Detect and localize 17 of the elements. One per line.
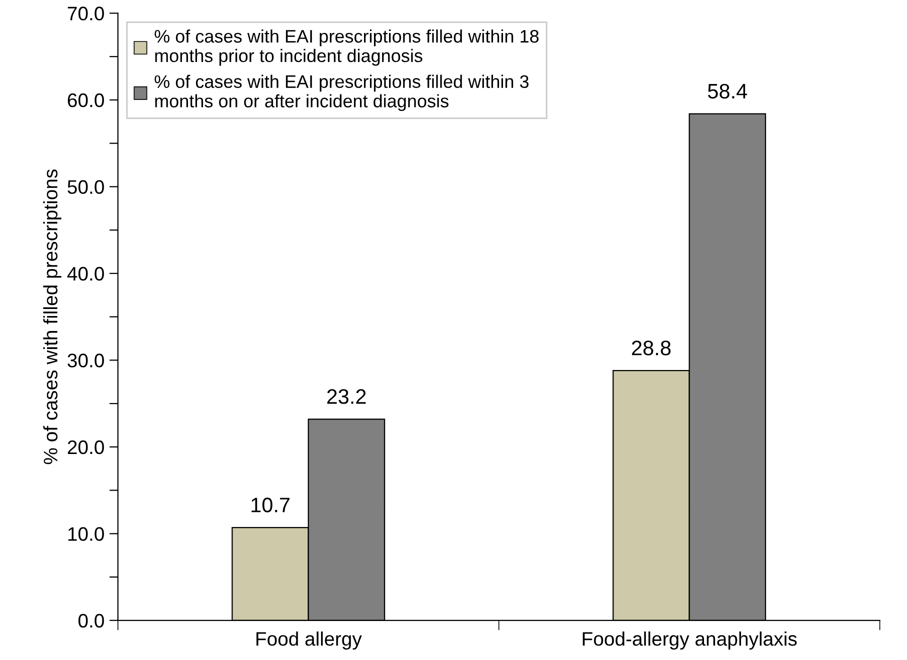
y-axis-title: % of cases with filled prescriptions [43, 169, 62, 464]
y-tick-label: 10.0 [68, 527, 104, 541]
y-tick-label: 30.0 [68, 354, 104, 368]
y-tick-label: 50.0 [68, 180, 104, 194]
legend-label: % of cases with EAI prescriptions filled within 18 months prior to incident diagnosis [154, 29, 539, 66]
data-label: 23.2 [327, 389, 366, 404]
x-tick-label: Food allergy [256, 632, 362, 650]
y-tick-label: 70.0 [68, 6, 104, 20]
data-label: 58.4 [708, 84, 748, 99]
y-tick-label: 20.0 [68, 440, 104, 454]
y-tick-label: 0.0 [78, 614, 104, 628]
legend-label: % of cases with EAI prescriptions filled within 3 months on or after incident diagnosis [154, 74, 529, 112]
x-tick-label: Food-allergy anaphylaxis [582, 632, 797, 650]
y-tick-label: 40.0 [67, 266, 104, 281]
data-label: 10.7 [252, 498, 290, 512]
data-label: 28.8 [632, 340, 671, 356]
y-tick-label: 60.0 [68, 93, 104, 108]
